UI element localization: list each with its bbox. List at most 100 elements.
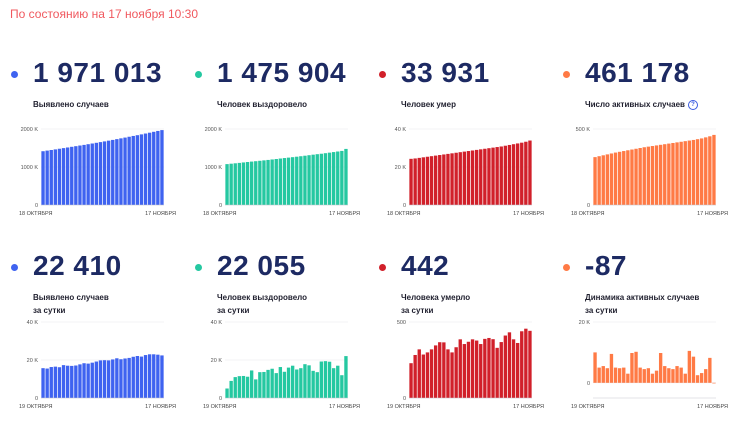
stat-card-active-total: 461 178 Число активных случаев? 0 500 K 18 О… [560, 45, 730, 255]
stat-label-line: за сутки [401, 306, 434, 315]
bar [311, 370, 315, 398]
bullet-dot-icon [563, 71, 570, 78]
bar [495, 147, 499, 205]
bar [319, 153, 324, 205]
bar [699, 373, 704, 383]
bar [156, 354, 160, 398]
bar [299, 156, 303, 205]
bar [658, 353, 663, 383]
stat-label: Человек умер [401, 98, 456, 111]
bar [90, 362, 94, 398]
bar [340, 150, 344, 205]
bar [78, 145, 82, 205]
bar [511, 339, 516, 398]
bar [41, 151, 45, 205]
stat-label-line: за сутки [585, 306, 618, 315]
bar [303, 155, 307, 205]
bar [638, 367, 642, 383]
bar [511, 144, 516, 205]
bar [323, 361, 328, 398]
x-end-label: 17 НОЯБРЯ [329, 404, 360, 410]
bar [53, 366, 58, 398]
bar [515, 342, 520, 398]
bar [147, 354, 152, 398]
status-timestamp: По состоянию на 17 ноября 10:30 [10, 7, 199, 21]
bar [295, 369, 299, 398]
bar [597, 367, 601, 383]
bar [303, 364, 307, 398]
stat-label: Число активных случаев? [585, 98, 698, 111]
bar [442, 342, 446, 398]
bar [258, 160, 262, 205]
bar [622, 367, 626, 383]
bar [254, 379, 258, 398]
y-tick-label: 20 K [27, 358, 39, 364]
bar [413, 158, 417, 205]
bar-chart: 0 20 K 19 ОКТЯБРЯ 17 НОЯБРЯ [571, 320, 728, 410]
bar [274, 159, 278, 205]
bar-chart: 0 500 19 ОКТЯБРЯ 17 НОЯБРЯ [387, 320, 544, 410]
bar [638, 148, 642, 205]
bar [65, 147, 70, 205]
bar [127, 136, 131, 205]
bar [102, 141, 107, 205]
bar [295, 156, 299, 205]
bar [262, 371, 266, 398]
bar [675, 142, 679, 205]
bar [258, 372, 262, 398]
bar [671, 142, 675, 205]
bar [57, 367, 62, 398]
bar [119, 138, 123, 205]
stat-card-detected-daily: 22 410 Выявлено случаев за сутки 0 20 K 40 K 1… [8, 238, 188, 448]
bar [446, 153, 450, 205]
bar [605, 368, 610, 383]
bar [74, 365, 78, 398]
bar [315, 372, 319, 398]
bar-chart: 0 1000 K 2000 K 18 ОКТЯБРЯ 17 НОЯБРЯ [19, 127, 176, 217]
bar [442, 154, 446, 205]
bar [593, 352, 597, 383]
bar [336, 365, 340, 398]
bar [344, 356, 348, 398]
info-icon[interactable]: ? [687, 100, 698, 110]
bar [654, 145, 659, 205]
bar [152, 354, 156, 398]
bar [466, 341, 471, 398]
bar [249, 370, 254, 398]
bar [507, 144, 512, 205]
bar [278, 367, 283, 398]
bar [421, 354, 426, 398]
bar [61, 365, 66, 398]
bar [650, 373, 655, 383]
bar [708, 357, 712, 383]
bar [474, 149, 479, 205]
stat-value: 1 971 013 [33, 57, 163, 88]
bar [524, 141, 528, 205]
bar [139, 356, 144, 398]
bar [462, 344, 467, 398]
bar [78, 364, 82, 398]
stat-value: -87 [585, 250, 627, 281]
bar [131, 135, 135, 205]
bar [691, 139, 696, 205]
bar [524, 328, 528, 398]
x-start-label: 19 ОКТЯБРЯ [387, 404, 420, 410]
bar-chart: 0 20 K 40 K 19 ОКТЯБРЯ 17 НОЯБРЯ [19, 320, 176, 410]
bar [609, 353, 614, 383]
bar [286, 367, 291, 398]
bar [642, 147, 646, 205]
bar [704, 369, 708, 383]
bar [433, 345, 438, 398]
bar [82, 363, 86, 398]
stat-value: 22 410 [33, 250, 122, 281]
stat-value: 442 [401, 250, 450, 281]
bar [483, 148, 487, 205]
bar [290, 365, 295, 398]
bar [646, 368, 651, 383]
bar [282, 371, 287, 398]
bar [70, 146, 74, 205]
bar [156, 130, 160, 205]
bullet-dot-icon [195, 264, 202, 271]
bar [425, 352, 430, 398]
bar [675, 366, 679, 383]
